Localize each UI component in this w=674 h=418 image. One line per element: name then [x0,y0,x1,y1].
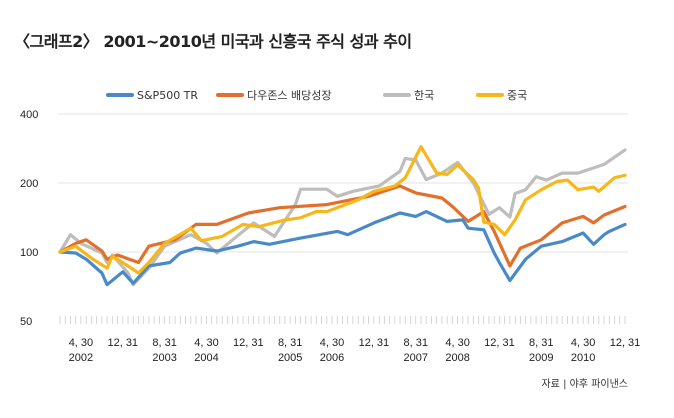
x-tick-year: 2004 [194,352,218,364]
legend-item: 다우존스 배당성장 [216,89,331,102]
x-tick-label: 8, 31 [152,337,176,349]
y-tick-label: 50 [20,316,32,328]
y-tick-label: 100 [20,247,38,259]
source-note: 자료 | 야후 파이낸스 [541,379,628,390]
x-tick-label: 8, 31 [404,337,428,349]
x-tick-year: 2008 [445,352,469,364]
x-tick-year: 2002 [69,352,93,364]
x-tick-label: 4, 30 [445,337,469,349]
x-tick-year: 2005 [278,352,302,364]
x-tick-label: 12, 31 [484,337,515,349]
legend-label: 한국 [414,89,434,102]
x-tick-label: 12, 31 [359,337,390,349]
legend-label: 중국 [507,89,527,102]
x-tick-label: 8, 31 [278,337,302,349]
chart-title: 〈그래프2〉 2001~2010년 미국과 신흥국 주식 성과 추이 [14,32,412,51]
legend-item: 한국 [383,89,434,102]
legend-item: S&P500 TR [106,89,198,102]
x-tick-label: 4, 30 [571,337,595,349]
y-tick-label: 400 [20,109,38,121]
x-tick-label: 8, 31 [529,337,553,349]
legend-label: S&P500 TR [137,89,198,102]
series-line-1 [58,184,627,268]
x-tick-year: 2009 [529,352,553,364]
x-tick-label: 12, 31 [233,337,264,349]
legend-item: 중국 [476,89,527,102]
series-line-3 [58,145,627,275]
x-tick-label: 12, 31 [107,337,138,349]
legend-label: 다우존스 배당성장 [247,89,331,102]
x-tick-label: 12, 31 [610,337,641,349]
series-line-0 [58,210,627,287]
x-tick-year: 2006 [320,352,344,364]
y-tick-label: 200 [20,178,38,190]
x-tick-label: 4, 30 [320,337,344,349]
x-tick-year: 2010 [571,352,595,364]
x-tick-year: 2007 [403,352,427,364]
x-tick-year: 2003 [152,352,176,364]
x-tick-label: 4, 30 [194,337,218,349]
x-tick-label: 4, 30 [69,337,93,349]
